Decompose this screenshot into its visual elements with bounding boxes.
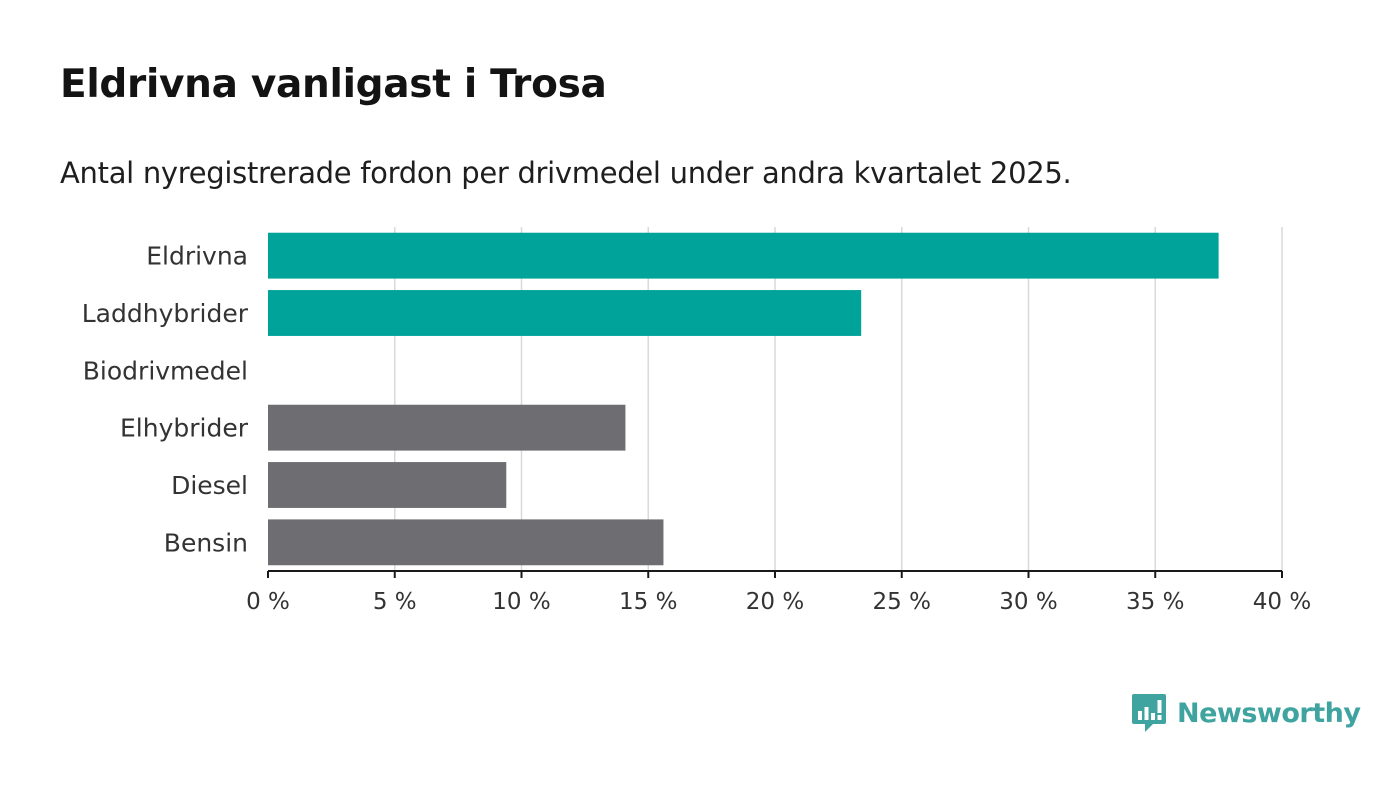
category-label: Laddhybrider: [82, 299, 249, 328]
x-tick-label: 25 %: [873, 589, 931, 615]
x-tick-label: 20 %: [746, 589, 804, 615]
x-tick-label: 0 %: [246, 589, 290, 615]
category-label: Biodrivmedel: [83, 356, 248, 385]
category-label: Bensin: [164, 528, 248, 557]
x-tick-label: 40 %: [1253, 589, 1311, 615]
x-tick-label: 5 %: [373, 589, 417, 615]
chart-title: Eldrivna vanligast i Trosa: [60, 62, 607, 107]
x-tick-label: 15 %: [619, 589, 677, 615]
category-label: Elhybrider: [120, 414, 249, 443]
bar-chart: Eldrivna Laddhybrider Biodrivmedel Elhybrid…: [82, 227, 1311, 615]
bar: [268, 404, 626, 451]
category-label: Diesel: [171, 471, 248, 500]
brand-name: Newsworthy: [1177, 697, 1361, 729]
bar: [268, 232, 1219, 279]
bar: [268, 519, 664, 566]
category-label: Eldrivna: [146, 242, 248, 271]
chart-subtitle: Antal nyregistrerade fordon per drivmede…: [60, 156, 1072, 190]
x-tick-label: 35 %: [1126, 589, 1184, 615]
x-tick-label: 30 %: [999, 589, 1057, 615]
x-tick-label: 10 %: [492, 589, 550, 615]
bar: [268, 462, 507, 508]
newsworthy-logo-icon: [1132, 694, 1166, 732]
bar: [268, 290, 862, 336]
newsworthy-logo: Newsworthy: [1131, 692, 1361, 734]
